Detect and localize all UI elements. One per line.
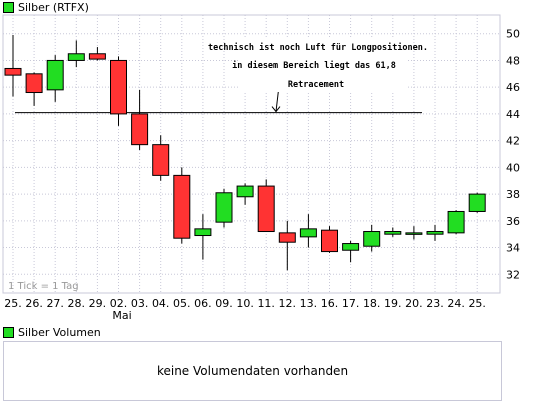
- x-tick-label: 12.: [279, 297, 297, 310]
- annotation-line-1: technisch ist noch Luft für Longposition…: [208, 42, 428, 53]
- candle-body: [447, 210, 465, 234]
- volume-panel: keine Volumendaten vorhanden: [3, 341, 502, 401]
- volume-legend-label: Silber Volumen: [18, 326, 101, 339]
- candle-body: [257, 185, 275, 233]
- x-tick-label: 25.: [4, 297, 22, 310]
- candle-body: [215, 192, 233, 223]
- x-tick-label: 02.: [110, 297, 128, 310]
- annotation-line-2: in diesem Bereich liegt das 61,8: [232, 60, 396, 71]
- tick-note: 1 Tick = 1 Tag: [8, 281, 79, 292]
- x-tick-label: 03.: [131, 297, 149, 310]
- x-tick-label: 24.: [447, 297, 465, 310]
- candle-body: [384, 231, 402, 235]
- price-legend-swatch: [3, 2, 14, 13]
- x-tick-label: 05.: [173, 297, 191, 310]
- y-axis: 32 34 36 38 40 42 44 46 48 50: [506, 28, 520, 282]
- candle-body: [278, 232, 296, 243]
- x-tick-label: 06.: [194, 297, 212, 310]
- y-tick-label: 40: [506, 161, 520, 174]
- x-tick-label: 23.: [426, 297, 444, 310]
- x-tick-label: 17.: [342, 297, 360, 310]
- candle-body: [468, 193, 486, 212]
- y-tick-label: 38: [506, 188, 520, 201]
- x-tick-label: 11.: [257, 297, 275, 310]
- x-tick-label: 29.: [89, 297, 107, 310]
- candle-body: [426, 231, 444, 235]
- annotation-arrow-head: [271, 106, 281, 113]
- x-tick-label: 28.: [68, 297, 86, 310]
- volume-legend: Silber Volumen: [3, 326, 101, 339]
- y-tick-label: 36: [506, 215, 520, 228]
- candle-body: [4, 67, 22, 76]
- x-tick-label: 09.: [215, 297, 233, 310]
- candle-body: [152, 144, 170, 176]
- x-tick-label: 18.: [363, 297, 381, 310]
- price-legend: Silber (RTFX): [3, 1, 89, 14]
- x-tick-label: 13.: [300, 297, 318, 310]
- y-tick-label: 42: [506, 135, 520, 148]
- y-tick-label: 44: [506, 108, 520, 121]
- y-tick-label: 48: [506, 54, 520, 67]
- volume-legend-swatch: [3, 327, 14, 338]
- candle-body: [363, 231, 381, 247]
- month-label: Mai: [112, 309, 131, 322]
- x-tick-label: 27.: [46, 297, 64, 310]
- candle-body: [342, 243, 360, 251]
- x-axis: 25. 26. 27. 28. 29. 02. 03. 04. 05. 06. 09. 10. 11. 1…: [4, 297, 486, 310]
- y-tick-label: 34: [506, 242, 520, 255]
- candle-body: [88, 53, 106, 60]
- x-tick-label: 10.: [236, 297, 254, 310]
- candle-body: [405, 232, 423, 235]
- candle-layer: [4, 35, 486, 271]
- annotation-box: [240, 38, 408, 92]
- y-tick-label: 46: [506, 81, 520, 94]
- x-tick-label: 04.: [152, 297, 170, 310]
- annotation-line-3: Retracement: [288, 80, 344, 90]
- candle-body: [194, 228, 212, 237]
- y-tick-label: 50: [506, 28, 520, 41]
- x-tick-label: 16.: [321, 297, 339, 310]
- y-tick-label: 32: [506, 268, 520, 281]
- x-tick-label: 25.: [468, 297, 486, 310]
- candle-body: [46, 59, 64, 91]
- candle-body: [67, 53, 85, 61]
- candle-body: [131, 113, 149, 146]
- candle-body: [236, 185, 254, 198]
- x-tick-label: 20.: [405, 297, 423, 310]
- candle-body: [110, 59, 127, 115]
- x-tick-label: 19.: [384, 297, 402, 310]
- volume-message: keine Volumendaten vorhanden: [156, 364, 349, 378]
- annotation-layer: technisch ist noch Luft für Longposition…: [15, 38, 428, 114]
- price-chart: technisch ist noch Luft für Longposition…: [2, 14, 520, 322]
- candle-body: [25, 73, 43, 94]
- price-legend-label: Silber (RTFX): [18, 1, 89, 14]
- x-tick-label: 26.: [25, 297, 43, 310]
- candle-body: [321, 229, 338, 253]
- candle-body: [299, 228, 317, 238]
- candle-body: [173, 174, 191, 239]
